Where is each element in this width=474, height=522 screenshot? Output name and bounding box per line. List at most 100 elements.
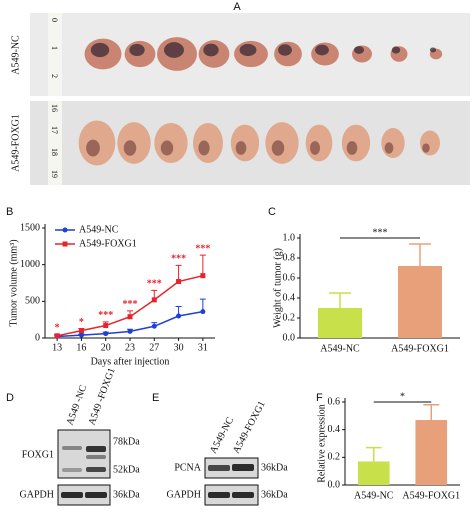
tumor xyxy=(346,141,358,155)
annotation: * xyxy=(79,317,84,328)
x-tick-label: A549-NC xyxy=(320,343,360,354)
ruler-label: 18 xyxy=(50,148,59,156)
ruler-label: 16 xyxy=(50,104,59,112)
legend-label: A549-NC xyxy=(79,224,119,235)
x-axis-label: Days after injection xyxy=(91,356,170,367)
x-tick-label: A549-FOXG1 xyxy=(391,343,449,354)
annotation: *** xyxy=(373,227,388,238)
point xyxy=(78,328,84,334)
tumor xyxy=(420,130,440,156)
row-label: A549-FOXG1 xyxy=(10,114,21,172)
legend-label: A549-FOXG1 xyxy=(79,238,137,249)
annotation: *** xyxy=(147,279,162,290)
band xyxy=(86,446,106,452)
y-tick-label: 0.0 xyxy=(328,479,341,490)
y-axis-label: Tumor volume (mm³) xyxy=(8,239,19,326)
y-tick-label: 500 xyxy=(25,296,40,307)
band xyxy=(62,446,82,450)
band xyxy=(85,492,107,498)
tumor xyxy=(278,44,292,56)
point xyxy=(127,314,133,320)
y-tick-label: 0 xyxy=(35,332,40,343)
point xyxy=(200,273,206,279)
band xyxy=(86,467,106,472)
x-tick-label: A549-FOXG1 xyxy=(402,490,460,501)
point xyxy=(151,297,157,303)
tumor xyxy=(203,43,219,57)
annotation: *** xyxy=(123,299,138,310)
point xyxy=(103,331,109,337)
panel-label: C xyxy=(268,206,276,218)
y-tick-label: 1500 xyxy=(20,222,40,233)
y-tick-label: 0.2 xyxy=(328,452,341,463)
row-label: A549-NC xyxy=(10,35,21,75)
band xyxy=(208,465,230,471)
tumor xyxy=(271,140,285,156)
tumor xyxy=(160,140,174,156)
marker-label: 36kDa xyxy=(261,489,288,500)
y-tick-label: 0.8 xyxy=(283,252,296,263)
blot xyxy=(57,484,111,506)
x-tick-label: 27 xyxy=(149,342,159,353)
x-tick-label: A549-NC xyxy=(354,490,394,501)
tumor xyxy=(341,124,371,162)
annotation: *** xyxy=(195,243,210,254)
error-bar xyxy=(175,264,182,282)
tumor xyxy=(239,43,257,57)
ruler-label: 2 xyxy=(50,74,59,78)
x-tick-label: 31 xyxy=(198,342,208,353)
column-label: A549-FOXG1 xyxy=(231,399,268,455)
y-axis-label: Relative expression xyxy=(316,404,327,483)
bar xyxy=(318,308,362,338)
error-bar xyxy=(365,446,382,462)
legend-marker xyxy=(62,241,68,247)
row-label: PCNA xyxy=(174,462,201,473)
panel-label: A xyxy=(233,1,241,13)
tumor xyxy=(381,128,405,158)
blot xyxy=(204,457,259,479)
tumor xyxy=(129,43,145,57)
tumor xyxy=(123,140,137,156)
row-label: GAPDH xyxy=(20,489,54,500)
band xyxy=(62,468,82,472)
ruler-label: 17 xyxy=(50,126,59,134)
y-tick-label: 1000 xyxy=(20,259,40,270)
error-bar xyxy=(423,404,440,420)
point xyxy=(127,328,133,334)
panel-label: D xyxy=(6,392,14,404)
row-label: FOXG1 xyxy=(22,449,54,460)
tumor xyxy=(354,46,364,54)
point xyxy=(54,333,60,339)
bar xyxy=(415,419,448,485)
tumor xyxy=(235,141,247,155)
point xyxy=(200,309,206,315)
y-tick-label: 0.2 xyxy=(283,312,296,323)
bar xyxy=(398,266,442,338)
legend-marker xyxy=(62,227,68,233)
point xyxy=(176,279,182,285)
band xyxy=(232,464,254,471)
band xyxy=(86,455,106,459)
panel-label: F xyxy=(316,392,323,404)
point xyxy=(151,323,157,329)
column-label: A549 -FOXG1 xyxy=(87,366,118,426)
y-axis-label: Weight of tumor (g) xyxy=(272,248,283,328)
tumor xyxy=(305,124,333,162)
ruler xyxy=(48,13,62,96)
tumor xyxy=(384,142,394,154)
marker-label: 52kDa xyxy=(113,464,140,475)
ruler xyxy=(48,101,62,185)
tumor xyxy=(391,46,401,54)
error-bar xyxy=(329,292,351,308)
x-tick-label: 23 xyxy=(125,342,135,353)
point xyxy=(176,313,182,319)
x-tick-label: 20 xyxy=(101,342,111,353)
point xyxy=(103,323,109,329)
tumor xyxy=(198,140,210,156)
tumor xyxy=(164,42,184,58)
annotation: * xyxy=(55,323,60,334)
error-bar xyxy=(199,254,206,276)
marker-label: 36kDa xyxy=(113,489,140,500)
annotation: *** xyxy=(171,254,186,265)
